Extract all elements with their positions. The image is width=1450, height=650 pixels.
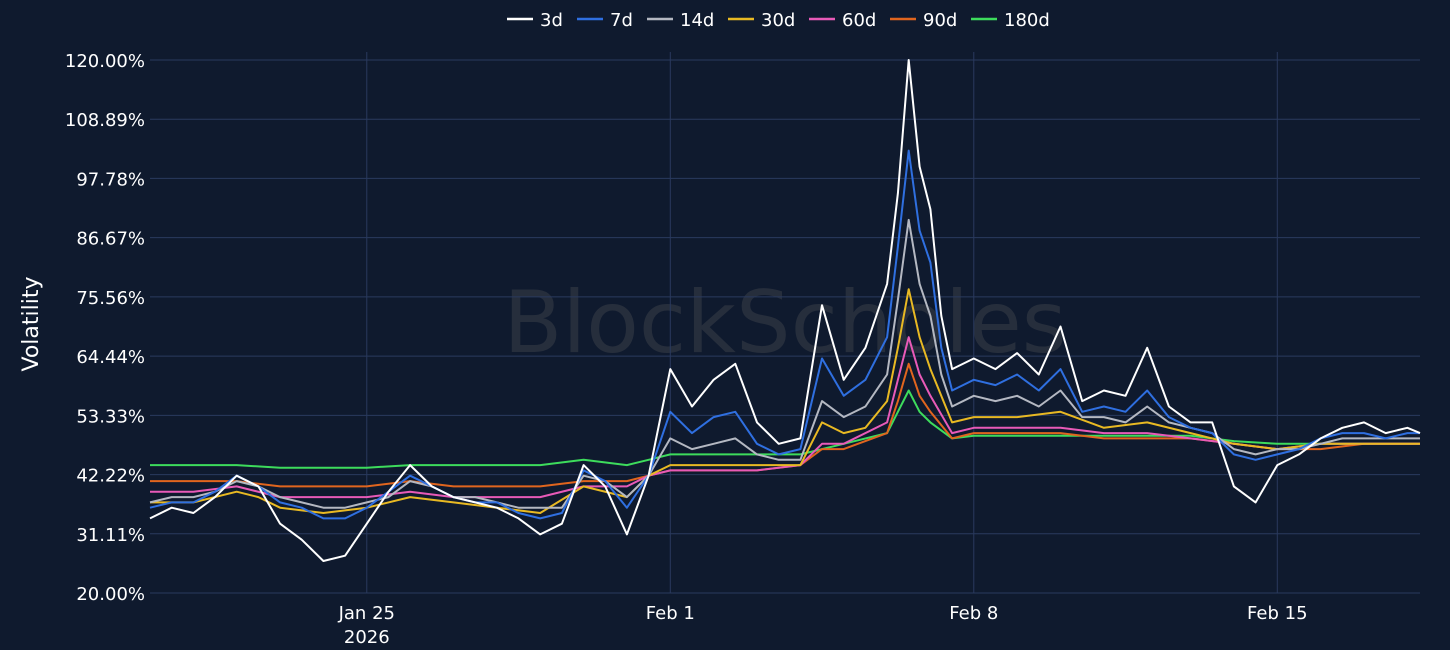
x-tick-label: Feb 15 [1247,603,1308,624]
y-tick-label: 20.00% [76,584,145,605]
legend-item-14d[interactable]: 14d [647,10,714,31]
legend-item-30d[interactable]: 30d [728,10,795,31]
x-tick-sublabel: 2026 [344,627,390,648]
legend-label: 90d [923,10,957,31]
series-line-180d [150,389,1420,469]
y-tick-label: 31.11% [76,525,145,546]
x-tick-label: Feb 1 [646,603,695,624]
x-tick-label: Feb 8 [949,603,998,624]
series-line-30d [150,288,1420,514]
x-tick-label: Jan 25 [338,603,395,624]
legend-item-180d[interactable]: 180d [971,10,1050,31]
legend-label: 7d [610,10,633,31]
legend-item-3d[interactable]: 3d [507,10,563,31]
series-line-7d [149,149,1420,520]
y-tick-label: 108.89% [65,110,145,131]
y-tick-label: 97.78% [76,169,145,190]
legend-item-90d[interactable]: 90d [890,10,957,31]
watermark-logo: BlockScholes [503,273,1066,373]
legend-item-60d[interactable]: 60d [809,10,876,31]
legend-label: 180d [1004,10,1050,31]
y-tick-label: 64.44% [76,347,145,368]
y-tick-label: 120.00% [65,51,145,72]
legend-item-7d[interactable]: 7d [577,10,633,31]
legend-label: 3d [540,10,563,31]
series-line-3d [149,59,1421,562]
y-tick-label: 53.33% [76,406,145,427]
y-tick-label: 75.56% [76,288,145,309]
legend-label: 30d [761,10,795,31]
y-tick-label: 42.22% [76,466,145,487]
legend-label: 60d [842,10,876,31]
y-axis-title: Volatility [19,276,44,371]
y-tick-label: 86.67% [76,229,145,250]
series-line-60d [150,336,1420,499]
legend-label: 14d [680,10,714,31]
